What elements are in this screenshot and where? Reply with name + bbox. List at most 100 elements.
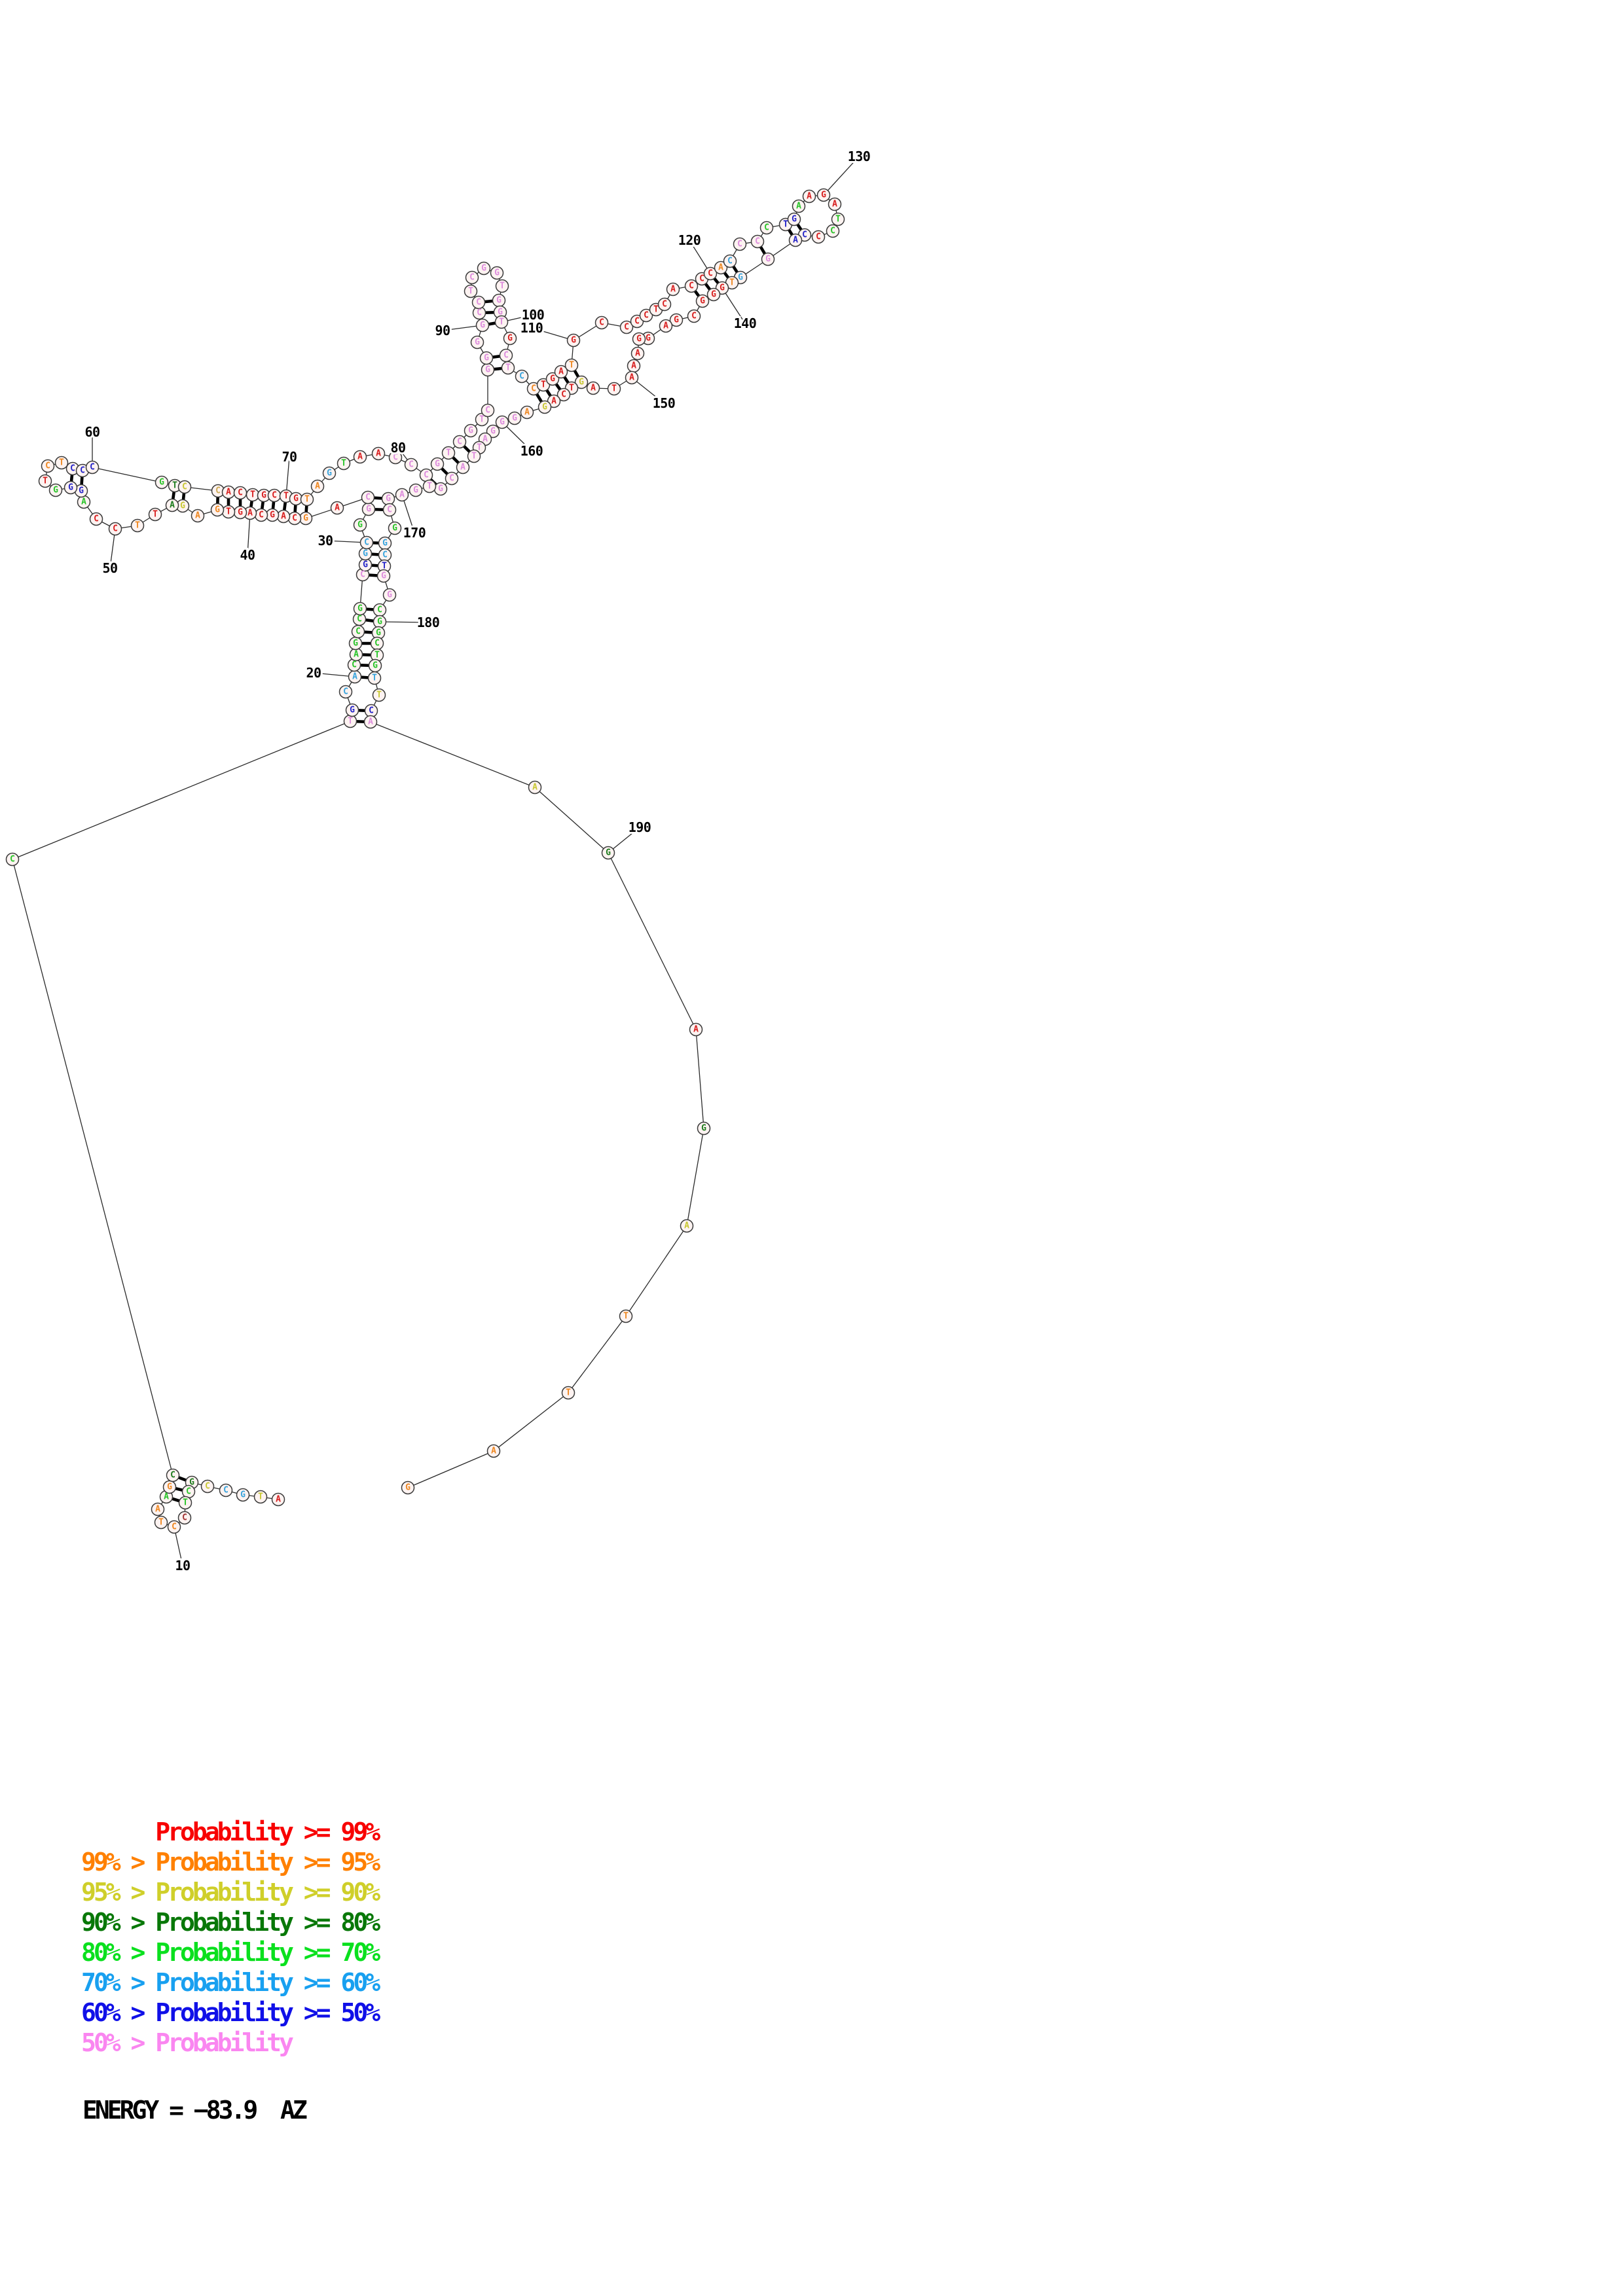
- nucleotide-letter: T: [135, 521, 140, 531]
- nucleotide-letter: C: [477, 308, 482, 318]
- nucleotide-letter: G: [215, 505, 220, 515]
- nucleotide: [363, 715, 378, 729]
- nucleotide-letter: C: [737, 240, 742, 249]
- nucleotide: [619, 320, 634, 334]
- nucleotide-letter: G: [738, 273, 743, 283]
- nucleotide-letter: T: [611, 384, 617, 394]
- nucleotide: [733, 237, 747, 251]
- legend-row: 95% > Probability >= 90%: [81, 1878, 380, 1907]
- nucleotide-letter: G: [481, 264, 486, 274]
- position-label: 110: [520, 320, 543, 336]
- nucleotide: [48, 483, 63, 497]
- legend-row: 80% > Probability >= 70%: [81, 1938, 380, 1967]
- nucleotide: [494, 315, 509, 329]
- nucleotide: [495, 279, 509, 293]
- nucleotide: [330, 501, 344, 515]
- nucleotide-letter: G: [180, 501, 185, 511]
- nucleotide-letter: C: [205, 1482, 210, 1492]
- nucleotide: [481, 403, 495, 418]
- nucleotide-letter: G: [363, 560, 368, 570]
- nucleotide-letter: A: [631, 361, 636, 371]
- nucleotide-letter: C: [457, 437, 462, 447]
- nucleotide-letter: T: [569, 361, 574, 370]
- nucleotide-letter: G: [435, 459, 440, 469]
- label-leader: [325, 540, 367, 543]
- nucleotide: [561, 1386, 575, 1400]
- nucleotide-letter: G: [494, 268, 500, 278]
- nucleotide: [409, 483, 423, 497]
- nucleotide: [787, 212, 801, 226]
- nucleotide-letter: A: [591, 384, 596, 393]
- nucleotide-letter: A: [354, 650, 359, 660]
- nucleotide-letter: A: [170, 501, 175, 511]
- nucleotide-letter: T: [348, 717, 353, 726]
- nucleotide-letter: G: [500, 418, 505, 427]
- position-label: 90: [435, 323, 450, 338]
- nucleotide: [520, 405, 534, 420]
- nucleotide: [388, 450, 403, 465]
- nucleotide-letter: C: [764, 223, 769, 233]
- nucleotide-letter: G: [571, 336, 576, 346]
- nucleotide-letter: C: [343, 687, 348, 697]
- backbone-segment: [695, 1029, 704, 1129]
- backbone-lines: [12, 194, 839, 1528]
- nucleotide: [566, 333, 581, 348]
- legend-row: Probability >= 99%: [81, 1818, 380, 1846]
- nucleotide-letter: T: [43, 476, 48, 486]
- nucleotide-letter: C: [816, 232, 821, 242]
- position-label: 50: [102, 560, 117, 576]
- nucleotide-letter: T: [623, 1312, 629, 1321]
- nucleotide-letter: A: [195, 511, 200, 521]
- backbone-segment: [370, 721, 536, 788]
- nucleotide: [5, 852, 20, 867]
- position-label: 150: [653, 395, 676, 411]
- nucleotide-letter: G: [606, 848, 611, 858]
- nucleotide: [236, 1488, 250, 1502]
- backbone-segment: [568, 1316, 627, 1393]
- position-label: 60: [84, 424, 100, 440]
- position-label: 180: [417, 615, 440, 630]
- nucleotide-letter: A: [460, 463, 465, 473]
- nucleotide-letter: G: [711, 290, 716, 300]
- nucleotide: [372, 688, 386, 702]
- nucleotide-letter: C: [365, 493, 371, 503]
- nucleotide-letter: C: [449, 474, 454, 484]
- nucleotide: [697, 1121, 711, 1136]
- nucleotide: [395, 488, 409, 502]
- nucleotide-letter: C: [519, 372, 524, 382]
- nucleotide-letter: C: [215, 486, 221, 496]
- nucleotide-letter: G: [240, 1490, 246, 1500]
- nucleotide-letter: G: [350, 706, 355, 715]
- nucleotide: [486, 424, 500, 439]
- nucleotide-letter: C: [708, 269, 713, 279]
- nucleotide-letter: T: [566, 1388, 571, 1398]
- nucleotide-letter: A: [155, 1505, 160, 1515]
- position-label: 190: [629, 819, 651, 835]
- nucleotide: [471, 295, 486, 310]
- nucleotide: [467, 449, 481, 463]
- nucleotide-letter: A: [335, 503, 340, 513]
- nucleotide-letter: T: [569, 384, 574, 393]
- nucleotide: [367, 671, 382, 685]
- nucleotide: [475, 318, 490, 332]
- nucleotide-letter: T: [158, 1518, 164, 1528]
- nucleotide: [361, 490, 375, 505]
- nucleotide: [167, 1520, 181, 1534]
- nucleotide-letter: C: [662, 300, 667, 310]
- nucleotide: [445, 471, 459, 486]
- nucleotide-letter: C: [259, 511, 264, 520]
- nucleotide: [723, 254, 737, 268]
- nucleotide: [465, 270, 479, 285]
- legend-row: 90% > Probability >= 80%: [81, 1908, 380, 1937]
- nucleotide-letter: C: [599, 318, 604, 328]
- position-label: 30: [318, 533, 333, 548]
- nucleotide-letter: G: [550, 374, 555, 384]
- nucleotide-letter: G: [303, 514, 308, 524]
- nucleotide-letter: T: [376, 691, 382, 700]
- nucleotide-letter: C: [272, 491, 277, 501]
- nucleotide-letter: G: [542, 403, 547, 412]
- nucleotide-letter: A: [629, 373, 634, 383]
- nucleotide-letter: C: [182, 1513, 187, 1523]
- nucleotide-letter: G: [700, 296, 705, 306]
